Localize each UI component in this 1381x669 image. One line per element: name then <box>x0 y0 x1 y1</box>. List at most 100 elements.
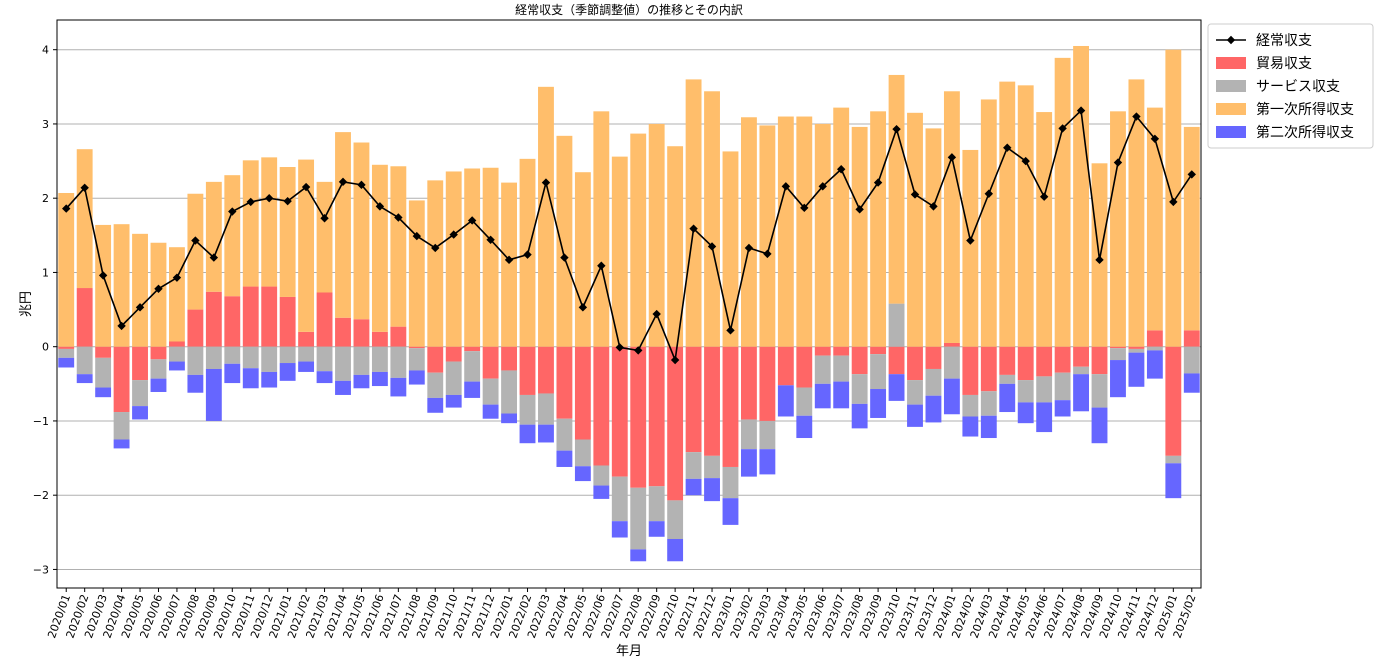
bar-第一次所得収支 <box>501 182 517 347</box>
line-marker <box>1132 112 1141 121</box>
bar-貿易収支 <box>685 346 702 453</box>
y-tick-label: 2 <box>42 192 49 205</box>
bar-第二次所得収支 <box>888 374 905 401</box>
bar-サービス収支 <box>851 374 868 404</box>
line-marker <box>394 213 403 222</box>
bar-貿易収支 <box>796 346 813 388</box>
y-tick-label: 4 <box>42 44 49 57</box>
bar-第一次所得収支 <box>556 135 573 347</box>
bar-第一次所得収支 <box>298 159 315 332</box>
line-marker <box>836 165 846 174</box>
line-marker <box>597 261 606 270</box>
bar-貿易収支 <box>851 346 868 375</box>
bar-サービス収支 <box>242 346 259 369</box>
bar-第二次所得収支 <box>316 371 333 384</box>
line-marker <box>818 182 827 191</box>
bar-第二次所得収支 <box>741 449 757 477</box>
bar-第二次所得収支 <box>1128 352 1145 387</box>
legend-swatch <box>1216 126 1246 138</box>
bar-サービス収支 <box>888 303 905 347</box>
line-marker <box>375 202 385 211</box>
bar-第一次所得収支 <box>777 116 794 347</box>
line-marker <box>449 230 458 239</box>
bar-第一次所得収支 <box>1128 79 1145 347</box>
bar-第二次所得収支 <box>1054 400 1071 417</box>
bar-サービス収支 <box>353 346 370 375</box>
y-tick-label: 3 <box>42 118 49 131</box>
bar-第二次所得収支 <box>224 363 241 384</box>
bar-第一次所得収支 <box>685 79 702 347</box>
bar-貿易収支 <box>316 292 333 347</box>
bar-貿易収支 <box>574 346 591 440</box>
bar-第一次所得収支 <box>814 123 831 347</box>
bar-サービス収支 <box>1128 348 1145 353</box>
bar-第二次所得収支 <box>150 378 167 392</box>
bar-第一次所得収支 <box>593 111 610 347</box>
bar-貿易収支 <box>907 346 923 381</box>
bar-サービス収支 <box>999 374 1016 384</box>
bar-第二次所得収支 <box>759 449 776 475</box>
bar-第二次所得収支 <box>335 380 351 395</box>
line-marker <box>984 189 994 198</box>
legend-label: サービス収支 <box>1256 79 1340 95</box>
legend-box <box>1207 23 1374 149</box>
bar-貿易収支 <box>648 346 665 487</box>
line-marker <box>80 183 89 193</box>
y-tick-label: −2 <box>33 489 49 502</box>
line-marker <box>283 196 292 206</box>
line-marker <box>1187 170 1196 179</box>
bar-貿易収支 <box>132 346 148 381</box>
line-marker <box>1021 156 1030 166</box>
bar-第一次所得収支 <box>58 192 75 347</box>
line-marker <box>320 214 329 223</box>
bar-第二次所得収支 <box>611 521 628 538</box>
bar-第二次所得収支 <box>1017 402 1034 424</box>
line-marker <box>486 235 495 244</box>
bar-第二次所得収支 <box>538 424 554 443</box>
bar-貿易収支 <box>408 346 425 349</box>
bar-貿易収支 <box>1183 330 1200 347</box>
bar-第一次所得収支 <box>611 156 628 347</box>
line-marker <box>578 303 588 312</box>
bar-サービス収支 <box>519 394 536 425</box>
bar-第二次所得収支 <box>519 424 536 444</box>
line-marker <box>910 190 920 199</box>
bar-貿易収支 <box>1036 346 1053 377</box>
bar-第一次所得収支 <box>169 247 185 342</box>
bar-貿易収支 <box>833 346 850 356</box>
bar-第一次所得収支 <box>888 74 905 304</box>
line-marker <box>338 177 348 187</box>
legend-label: 経常収支 <box>1256 33 1312 49</box>
bar-第一次所得収支 <box>390 166 407 327</box>
line-marker <box>800 203 809 213</box>
line-marker <box>264 193 274 203</box>
line-marker <box>1039 192 1049 201</box>
line-marker <box>560 253 569 262</box>
bar-第二次所得収支 <box>132 406 148 420</box>
bar-第一次所得収支 <box>925 128 942 347</box>
bar-第二次所得収支 <box>1165 463 1182 499</box>
bar-第二次所得収支 <box>925 395 942 423</box>
bar-サービス収支 <box>1073 366 1089 375</box>
bar-サービス収支 <box>390 346 407 378</box>
bar-貿易収支 <box>169 341 185 347</box>
bar-貿易収支 <box>335 317 351 347</box>
bar-第二次所得収支 <box>242 368 259 389</box>
chart-title: 経常収支（季節調整値）の推移とその内訳 <box>515 2 743 17</box>
bar-貿易収支 <box>1128 346 1145 349</box>
bar-第二次所得収支 <box>574 466 591 482</box>
x-axis-ticks: 2020/012020/022020/032020/042020/052020/… <box>45 588 1199 640</box>
bar-第二次所得収支 <box>630 549 647 562</box>
bar-第一次所得収支 <box>907 112 923 347</box>
bar-第二次所得収支 <box>777 385 794 417</box>
line-marker <box>892 124 901 134</box>
line-marker <box>135 303 145 312</box>
legend-label: 第一次所得収支 <box>1256 101 1354 118</box>
bar-第一次所得収支 <box>279 167 296 297</box>
line-marker <box>1169 197 1178 207</box>
bar-サービス収支 <box>980 391 997 416</box>
bar-サービス収支 <box>741 419 757 450</box>
line-marker <box>209 253 219 262</box>
line-marker <box>1058 124 1067 133</box>
bar-第一次所得収支 <box>1183 126 1200 331</box>
